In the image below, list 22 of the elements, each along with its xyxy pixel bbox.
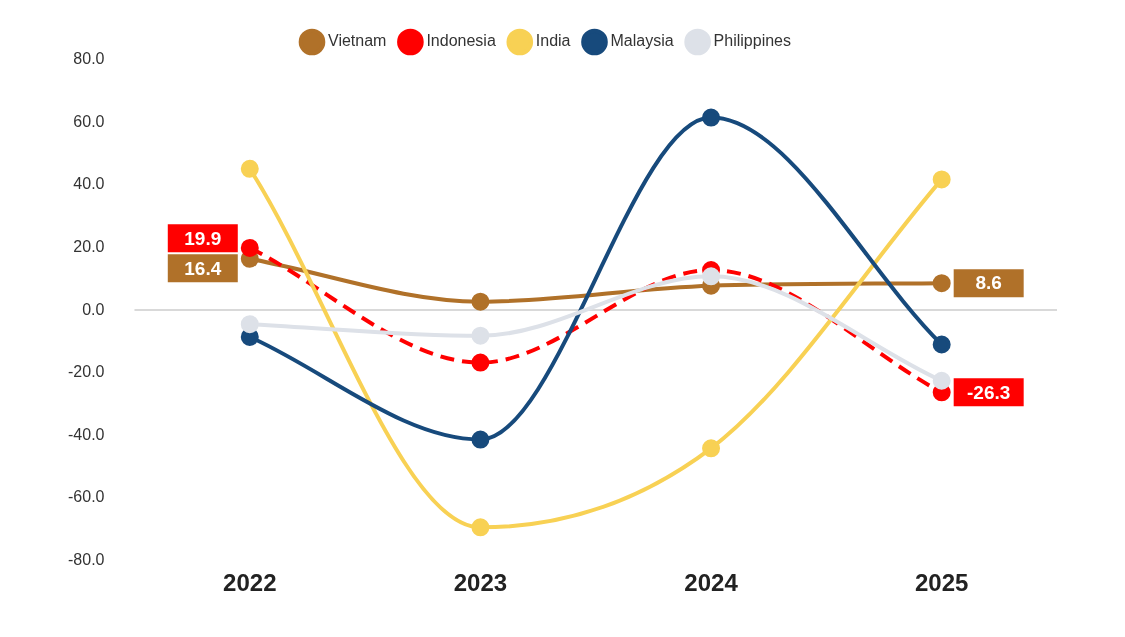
- y-tick-label: -80.0: [68, 550, 105, 568]
- y-tick-label: 60.0: [73, 112, 105, 130]
- data-label: -26.3: [967, 381, 1011, 403]
- y-tick-label: -20.0: [68, 363, 105, 381]
- legend-label: Malaysia: [610, 32, 674, 50]
- x-tick-label: 2023: [453, 569, 508, 597]
- y-tick-label: 0.0: [82, 300, 105, 318]
- y-tick-label: 20.0: [73, 237, 105, 255]
- legend-label: Philippines: [713, 32, 792, 50]
- legend-label: Vietnam: [328, 32, 387, 50]
- data-label: 16.4: [184, 257, 222, 279]
- x-tick-label: 2024: [684, 569, 739, 597]
- data-label: 8.6: [975, 272, 1002, 294]
- y-tick-label: 80.0: [73, 50, 105, 68]
- data-label: 19.9: [184, 227, 222, 249]
- y-tick-label: -40.0: [68, 425, 105, 443]
- legend-label: India: [535, 32, 571, 50]
- x-tick-label: 2025: [914, 569, 969, 597]
- legend-label: Indonesia: [426, 32, 496, 50]
- y-tick-label: -60.0: [68, 488, 105, 506]
- y-tick-label: 40.0: [73, 175, 105, 193]
- x-tick-label: 2022: [223, 569, 277, 597]
